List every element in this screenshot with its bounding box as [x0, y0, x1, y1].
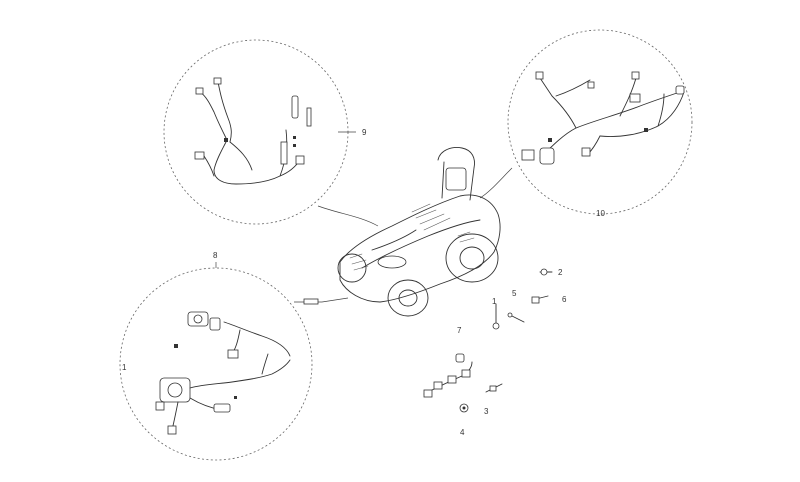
detail-circle-8 — [119, 267, 313, 461]
detail-circle-9 — [163, 39, 349, 225]
leader-circle8-to-tractor — [294, 297, 349, 303]
callout-6: 6 — [562, 295, 567, 304]
tractor-illustration — [337, 147, 501, 317]
callout-2: 2 — [558, 268, 563, 277]
callout-1: 1 — [122, 363, 127, 372]
callout-9: 9 — [362, 128, 367, 137]
callout-8: 8 — [213, 251, 218, 260]
callout-7: 7 — [457, 326, 462, 335]
leader-circle9-to-tractor — [317, 205, 379, 227]
loose-parts — [423, 268, 553, 413]
callout-1-small: 1 — [492, 297, 497, 306]
callout-5: 5 — [512, 289, 517, 298]
leader-circle10-to-tractor — [479, 167, 513, 199]
callout-3: 3 — [484, 407, 489, 416]
callout-10: 10 — [596, 209, 605, 218]
detail-circle-10 — [507, 29, 693, 215]
callout-4: 4 — [460, 428, 465, 437]
